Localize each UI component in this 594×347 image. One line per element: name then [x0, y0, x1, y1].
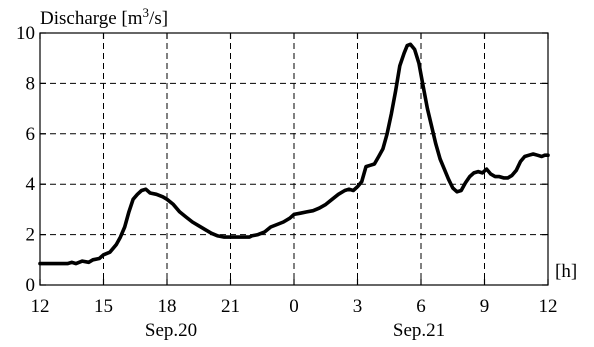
y-tick-label: 10: [16, 23, 35, 44]
x-tick-label: 0: [289, 296, 299, 317]
x-tick-label: 12: [31, 296, 50, 317]
x-tick-label: 18: [158, 296, 177, 317]
y-tick-label: 4: [26, 174, 36, 195]
x-axis-unit-label: [h]: [555, 261, 577, 282]
x-tick-label: 15: [94, 296, 113, 317]
y-tick-labels: 0 2 4 6 8 10: [16, 23, 36, 296]
discharge-series-line: [38, 42, 550, 266]
date-label-sep20: Sep.20: [145, 320, 197, 341]
x-tick-label: 3: [353, 296, 363, 317]
x-tick-labels: 12 15 18 21 0 3 6 9 12: [31, 296, 558, 317]
y-tick-label: 0: [26, 275, 36, 296]
grid-lines: [40, 33, 548, 285]
y-tick-label: 2: [26, 225, 36, 246]
x-tick-label: 21: [221, 296, 240, 317]
date-label-sep21: Sep.21: [393, 320, 445, 341]
x-tick-label: 9: [480, 296, 490, 317]
y-axis-label: Discharge [m3/s]: [40, 5, 168, 29]
y-tick-label: 8: [26, 73, 36, 94]
y-tick-label: 6: [26, 124, 36, 145]
axis-ticks: [39, 32, 549, 286]
x-tick-label: 6: [416, 296, 426, 317]
x-tick-label: 12: [539, 296, 558, 317]
